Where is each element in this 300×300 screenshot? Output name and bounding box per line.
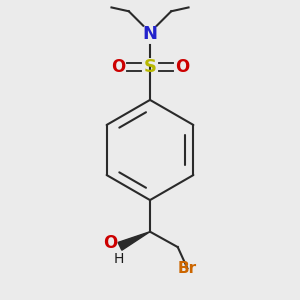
- Text: Br: Br: [178, 261, 197, 276]
- Text: O: O: [175, 58, 189, 76]
- Text: H: H: [114, 252, 124, 266]
- Text: S: S: [143, 58, 157, 76]
- Text: O: O: [103, 234, 117, 252]
- Text: O: O: [111, 58, 125, 76]
- Text: N: N: [142, 26, 158, 44]
- Polygon shape: [118, 232, 150, 250]
